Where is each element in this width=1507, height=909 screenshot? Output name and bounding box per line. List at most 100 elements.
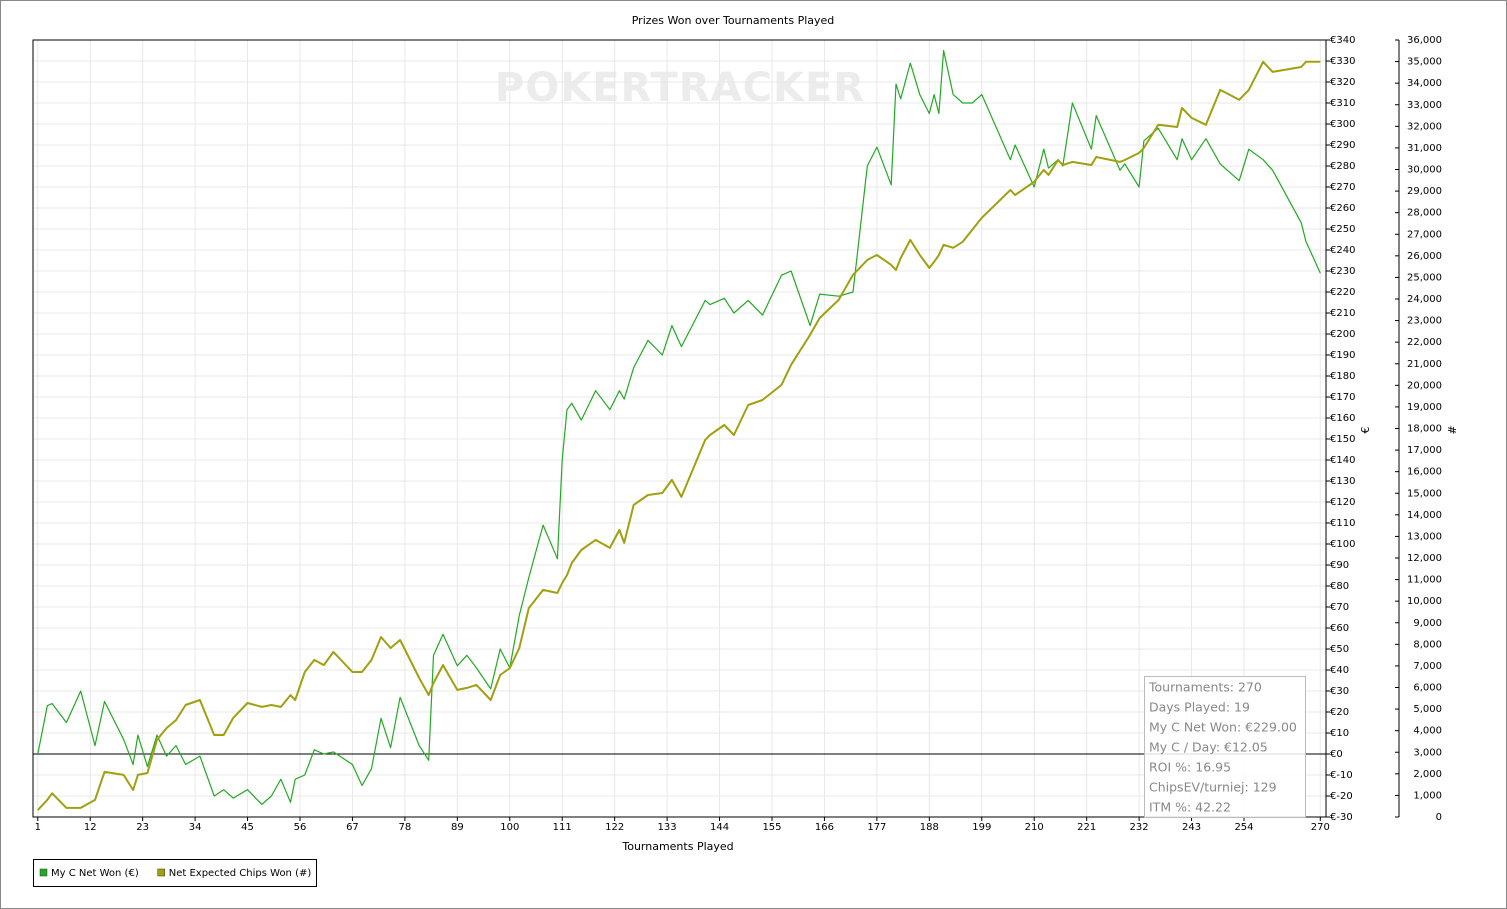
x-tick-label: 199 [972,822,991,833]
y-tick-label: €230 [1330,266,1355,277]
y2-tick-label: 35,000 [1407,57,1442,68]
y2-tick-label: 7,000 [1413,661,1442,672]
y2-tick-label: 30,000 [1407,165,1442,176]
y2-tick-label: 9,000 [1413,618,1442,629]
stats-line: ROI %: 16.95 [1149,760,1231,775]
x-axis-label: Tournaments Played [621,840,733,853]
y-tick-label: €210 [1330,308,1355,319]
watermark: POKERTRACKER [495,65,865,111]
y2-tick-label: 25,000 [1407,272,1442,283]
x-tick-label: 1 [35,822,41,833]
y-tick-label: €150 [1330,434,1355,445]
y2-tick-label: 5,000 [1413,704,1442,715]
x-tick-label: 67 [346,822,359,833]
y2-tick-label: 8,000 [1413,639,1442,650]
x-tick-label: 155 [762,822,781,833]
y2-tick-label: 22,000 [1407,337,1442,348]
y2-tick-label: 14,000 [1407,510,1442,521]
x-tick-label: 166 [815,822,834,833]
y-tick-label: €110 [1330,518,1355,529]
x-tick-label: 133 [658,822,677,833]
stats-line: Tournaments: 270 [1148,680,1262,695]
x-tick-label: 12 [84,822,97,833]
y-tick-label: €90 [1330,560,1349,571]
y2-tick-label: 28,000 [1407,208,1442,219]
x-tick-label: 221 [1077,822,1096,833]
stats-box-bg [1144,676,1306,818]
x-tick-label: 78 [399,822,412,833]
y2-axis-label: # [1446,425,1459,434]
x-tick-label: 111 [553,822,572,833]
y-tick-label: €130 [1330,476,1355,487]
x-tick-label: 34 [189,822,202,833]
y-tick-label: €60 [1330,623,1349,634]
y2-tick-label: 13,000 [1407,531,1442,542]
y-tick-label: €-20 [1330,791,1353,802]
y2-tick-label: 2,000 [1413,769,1442,780]
y2-tick-label: 6,000 [1413,683,1442,694]
x-tick-label: 243 [1182,822,1201,833]
x-tick-label: 23 [136,822,149,833]
y2-tick-label: 29,000 [1407,186,1442,197]
y-tick-label: €0 [1330,749,1343,760]
y-tick-label: €310 [1330,98,1355,109]
y-tick-label: €10 [1330,728,1349,739]
chart-title: Prizes Won over Tournaments Played [632,14,835,27]
series-line [37,60,1321,811]
x-tick-label: 177 [867,822,886,833]
y-tick-label: €260 [1330,203,1355,214]
y2-tick-label: 10,000 [1407,596,1442,607]
y-tick-label: €-10 [1330,770,1353,781]
y2-tick-label: 24,000 [1407,294,1442,305]
y2-tick-label: 15,000 [1407,488,1442,499]
y-tick-label: €340 [1330,35,1355,46]
stats-line: My C Net Won: €229.00 [1149,720,1297,735]
legend-swatch [157,868,165,877]
y-tick-label: €120 [1330,497,1355,508]
x-tick-label: 144 [710,822,729,833]
y-tick-label: €80 [1330,581,1349,592]
y2-tick-label: 31,000 [1407,143,1442,154]
x-tick-label: 210 [1025,822,1044,833]
stats-line: My C / Day: €12.05 [1149,740,1268,755]
y-tick-label: €240 [1330,245,1355,256]
x-tick-label: 122 [605,822,624,833]
y-tick-label: €-30 [1330,812,1353,823]
x-tick-label: 270 [1311,822,1330,833]
series-line [37,49,1321,805]
x-tick-label: 232 [1130,822,1149,833]
y-tick-label: €250 [1330,224,1355,235]
y2-tick-label: 18,000 [1407,424,1442,435]
stats-line: ChipsEV/turniej: 129 [1149,780,1277,795]
y-tick-label: €140 [1330,455,1355,466]
y-tick-label: €30 [1330,686,1349,697]
y2-tick-label: 3,000 [1413,747,1442,758]
legend-box [33,859,317,887]
y2-tick-label: 33,000 [1407,100,1442,111]
legend-swatch [39,868,48,877]
y2-tick-label: 11,000 [1407,575,1442,586]
stats-line: Days Played: 19 [1149,700,1250,715]
y2-tick-label: 20,000 [1407,380,1442,391]
y2-tick-label: 17,000 [1407,445,1442,456]
y-tick-label: €170 [1330,392,1355,403]
y2-tick-label: 19,000 [1407,402,1442,413]
x-tick-label: 89 [451,822,464,833]
y2-tick-label: 1,000 [1413,790,1442,801]
y-tick-label: €180 [1330,371,1355,382]
y-tick-label: €160 [1330,413,1355,424]
stats-line: ITM %: 42.22 [1149,800,1231,815]
y2-tick-label: 16,000 [1407,467,1442,478]
y-tick-label: €330 [1330,56,1355,67]
legend: My C Net Won (€) Net Expected Chips Won (… [33,859,317,887]
x-tick-label: 188 [920,822,939,833]
x-tick-label: 100 [500,822,519,833]
y2-tick-label: 23,000 [1407,316,1442,327]
legend-label: Net Expected Chips Won (#) [169,868,312,879]
y-tick-label: €290 [1330,140,1355,151]
y2-tick-label: 0 [1436,812,1442,823]
y2-tick-label: 26,000 [1407,251,1442,262]
y-tick-label: €190 [1330,350,1355,361]
y2-tick-label: 21,000 [1407,359,1442,370]
